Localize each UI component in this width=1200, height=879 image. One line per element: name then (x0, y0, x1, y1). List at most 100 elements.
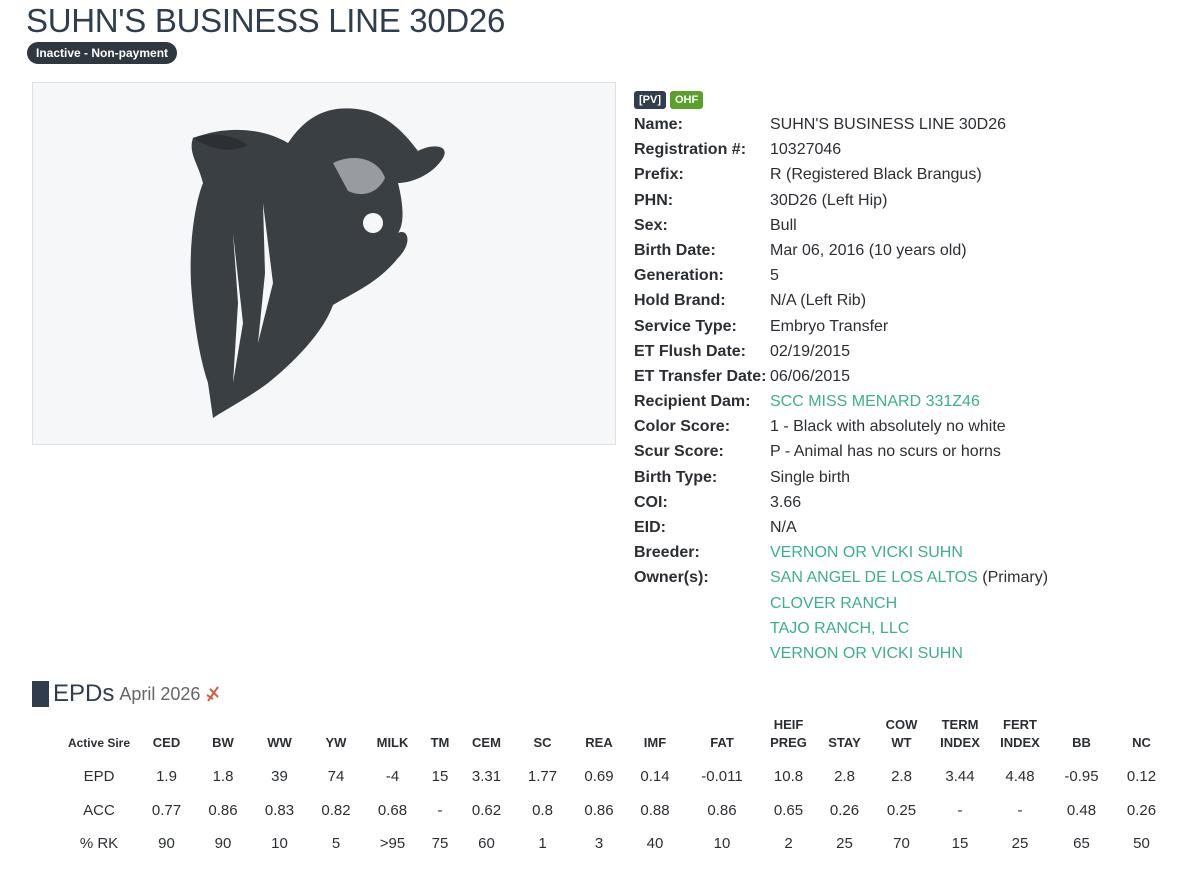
epd-header: EPDs April 2026 (32, 680, 222, 708)
owner-row: Owner(s): SAN ANGEL DE LOS ALTOS (Primary… (634, 565, 1048, 590)
epd-cell: 0.68 (377, 801, 408, 819)
epd-header-row: Active Sire CED BW WW YW MILK TM CEM SC REA IMF FAT… (60, 716, 1170, 760)
detail-value: N/A (Left Rib) (770, 292, 867, 310)
epd-cell: 0.48 (1066, 801, 1097, 819)
epd-column-header: STAY (816, 716, 873, 760)
owner-link[interactable]: CLOVER RANCH (770, 594, 898, 612)
epd-column-header: WW (251, 716, 308, 760)
detail-row: Scur Score: P - Animal has no scurs or ho… (634, 439, 1048, 464)
detail-row: PHN: 30D26 (Left Hip) (634, 188, 1048, 213)
epd-cell: 40 (646, 835, 664, 853)
owner-link[interactable]: VERNON OR VICKI SUHN (770, 644, 963, 662)
epd-column-header: IMF (627, 716, 683, 760)
epd-column-label: NC (1132, 735, 1151, 750)
epd-column-header: HEIF PREG (761, 716, 816, 760)
epd-cell: 5 (331, 835, 341, 853)
detail-label: Scur Score: (634, 443, 724, 461)
detail-row: ET Flush Date: 02/19/2015 (634, 339, 1048, 364)
epd-cell: 4.48 (1005, 768, 1035, 786)
epd-cell: 39 (271, 768, 288, 786)
epd-column-header: FERT INDEX (990, 716, 1050, 760)
owner-row: CLOVER RANCH (634, 591, 1048, 616)
detail-link[interactable]: VERNON OR VICKI SUHN (770, 544, 963, 562)
detail-row: Birth Type: Single birth (634, 465, 1048, 490)
detail-label (634, 591, 770, 616)
epd-cell: 65 (1073, 835, 1090, 853)
detail-value: 02/19/2015 (770, 342, 851, 360)
detail-label (634, 641, 770, 666)
epd-cell: 0.86 (208, 801, 238, 819)
detail-value: 10327046 (770, 141, 842, 159)
epd-cell: 3 (594, 835, 604, 853)
epd-cell: 50 (1133, 835, 1150, 853)
detail-label: EID: (634, 519, 666, 536)
epd-cell: -0.011 (701, 768, 743, 786)
tag-ohf: OHF (670, 91, 704, 109)
owner-link[interactable]: TAJO RANCH, LLC (770, 619, 910, 637)
detail-label: PHN: (634, 191, 674, 209)
detail-label: Registration #: (634, 141, 747, 159)
epd-column-label: YW (325, 735, 347, 750)
epd-row: ACC 0.77 0.86 0.83 0.82 0.68 - 0.62 0.8 0.86 0.88 0… (60, 794, 1170, 828)
animal-photo (32, 82, 616, 445)
dna-icon[interactable] (204, 685, 222, 703)
detail-value: Embryo Transfer (770, 317, 889, 335)
epd-cell: >95 (379, 835, 406, 853)
epd-column-header: BW (195, 716, 251, 760)
detail-value: Bull (770, 216, 797, 234)
epd-cell: 0.12 (1126, 768, 1157, 786)
detail-value: Single birth (770, 468, 851, 486)
epd-column-label: STAY (828, 735, 861, 750)
epd-column-header: FAT (683, 716, 761, 760)
epd-column-label: REA (585, 735, 613, 750)
status-badge: Inactive - Non-payment (27, 42, 178, 64)
detail-label: Birth Date: (634, 241, 716, 259)
detail-row: Breeder: VERNON OR VICKI SUHN (634, 540, 1048, 565)
detail-label: Recipient Dam: (634, 393, 751, 411)
epd-column-header: COW WT (873, 716, 930, 760)
epd-column-label: TM (430, 735, 450, 750)
epd-cell: - (957, 801, 963, 819)
epd-cell: 0.25 (886, 801, 917, 819)
epd-cell: 90 (214, 835, 232, 853)
epd-column-label: FERT INDEX (1000, 717, 1040, 750)
detail-label: Generation: (634, 267, 724, 285)
epd-cell: 75 (431, 835, 449, 853)
epd-column-header: CED (138, 716, 195, 760)
epd-cell: 10.8 (773, 768, 804, 786)
detail-value: 30D26 (Left Hip) (770, 191, 888, 209)
epd-column-header: YW (308, 716, 364, 760)
epd-column-label: COW WT (885, 717, 918, 750)
epd-column-header: TERM INDEX (930, 716, 990, 760)
epd-column-label: WW (267, 735, 292, 750)
epd-cell: 10 (713, 835, 731, 853)
epd-cell: 0.65 (773, 801, 804, 819)
owner-row: TAJO RANCH, LLC (634, 616, 1048, 641)
detail-value: SUHN'S BUSINESS LINE 30D26 (770, 116, 1007, 133)
epd-column-label: TERM INDEX (940, 717, 980, 750)
section-marker (32, 681, 49, 707)
epd-column-label: HEIF PREG (770, 717, 807, 750)
epd-column-label: CEM (472, 735, 501, 750)
owner-row: VERNON OR VICKI SUHN (634, 641, 1048, 666)
epd-row: % RK 90 90 10 5 >95 75 60 1 3 40 10 2 25 70 15 25 65 50 (60, 827, 1170, 861)
epd-cell: 2.8 (891, 768, 912, 786)
owner-value: VERNON OR VICKI SUHN (770, 641, 963, 666)
epd-cell: 1 (538, 835, 547, 853)
detail-link[interactable]: SCC MISS MENARD 331Z46 (770, 393, 980, 411)
epd-column-header: MILK (364, 716, 421, 760)
detail-label (634, 616, 770, 641)
cow-drawing (190, 108, 445, 418)
owner-link[interactable]: SAN ANGEL DE LOS ALTOS (770, 569, 978, 587)
detail-label: Color Score: (634, 418, 731, 436)
detail-value: P - Animal has no scurs or horns (770, 443, 1001, 461)
epd-cell: 0.88 (640, 801, 670, 819)
detail-label: Name: (634, 116, 683, 133)
detail-label: Breeder: (634, 544, 700, 562)
epd-cell: 0.82 (321, 801, 351, 819)
detail-row: Sex: Bull (634, 213, 1048, 238)
epd-cell: -0.95 (1064, 768, 1099, 786)
epd-column-label: BW (212, 735, 234, 750)
detail-row: Service Type: Embryo Transfer (634, 314, 1048, 339)
